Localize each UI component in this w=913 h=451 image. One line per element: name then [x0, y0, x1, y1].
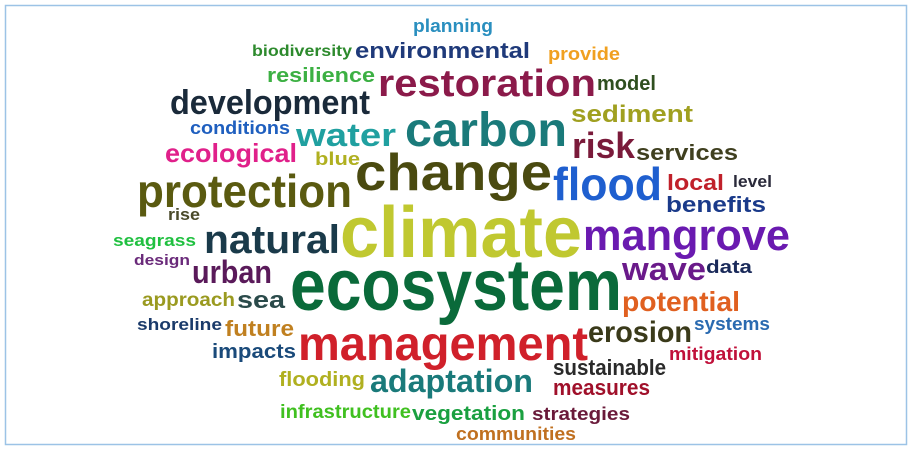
word: change: [355, 144, 552, 202]
word: biodiversity: [252, 43, 352, 60]
word: ecosystem: [290, 246, 622, 326]
word: water: [295, 117, 396, 153]
word: vegetation: [412, 403, 525, 425]
word: carbon: [405, 104, 567, 157]
word: management: [298, 318, 588, 371]
word: potential: [622, 286, 740, 317]
word: infrastructure: [280, 402, 411, 423]
word: strategies: [532, 404, 630, 424]
word: protection: [137, 165, 352, 217]
word: systems: [694, 314, 770, 334]
word: seagrass: [113, 231, 196, 250]
word: urban: [192, 254, 272, 290]
word: adaptation: [370, 363, 533, 399]
word: natural: [204, 218, 340, 262]
word: development: [170, 84, 370, 122]
word: measures: [553, 375, 650, 400]
frame: [4, 4, 908, 446]
word: wave: [621, 251, 706, 287]
word: restoration: [378, 63, 596, 105]
word: environmental: [355, 38, 530, 63]
word: benefits: [666, 192, 766, 217]
word: blue: [315, 149, 360, 169]
word: design: [134, 252, 190, 269]
word: provide: [548, 44, 620, 64]
word: risk: [572, 125, 636, 166]
word: sediment: [571, 101, 693, 128]
word: services: [636, 140, 738, 165]
word: shoreline: [137, 315, 222, 334]
word: climate: [340, 193, 582, 273]
word: sustainable: [553, 355, 666, 380]
word: model: [597, 73, 656, 95]
word: approach: [142, 290, 235, 311]
word: flooding: [279, 369, 365, 391]
word: conditions: [190, 118, 290, 138]
word: impacts: [212, 341, 296, 363]
word: planning: [413, 16, 493, 36]
word: future: [225, 316, 294, 341]
word: ecological: [165, 138, 297, 168]
word: mangrove: [583, 211, 790, 260]
word: communities: [456, 424, 576, 444]
word: erosion: [588, 316, 692, 349]
word: rise: [168, 205, 200, 224]
word: level: [733, 172, 772, 191]
word: resilience: [267, 65, 375, 87]
word: data: [706, 257, 753, 277]
word: mitigation: [669, 344, 762, 364]
word: sea: [237, 287, 286, 314]
word: local: [667, 170, 724, 195]
word: flood: [553, 158, 662, 210]
